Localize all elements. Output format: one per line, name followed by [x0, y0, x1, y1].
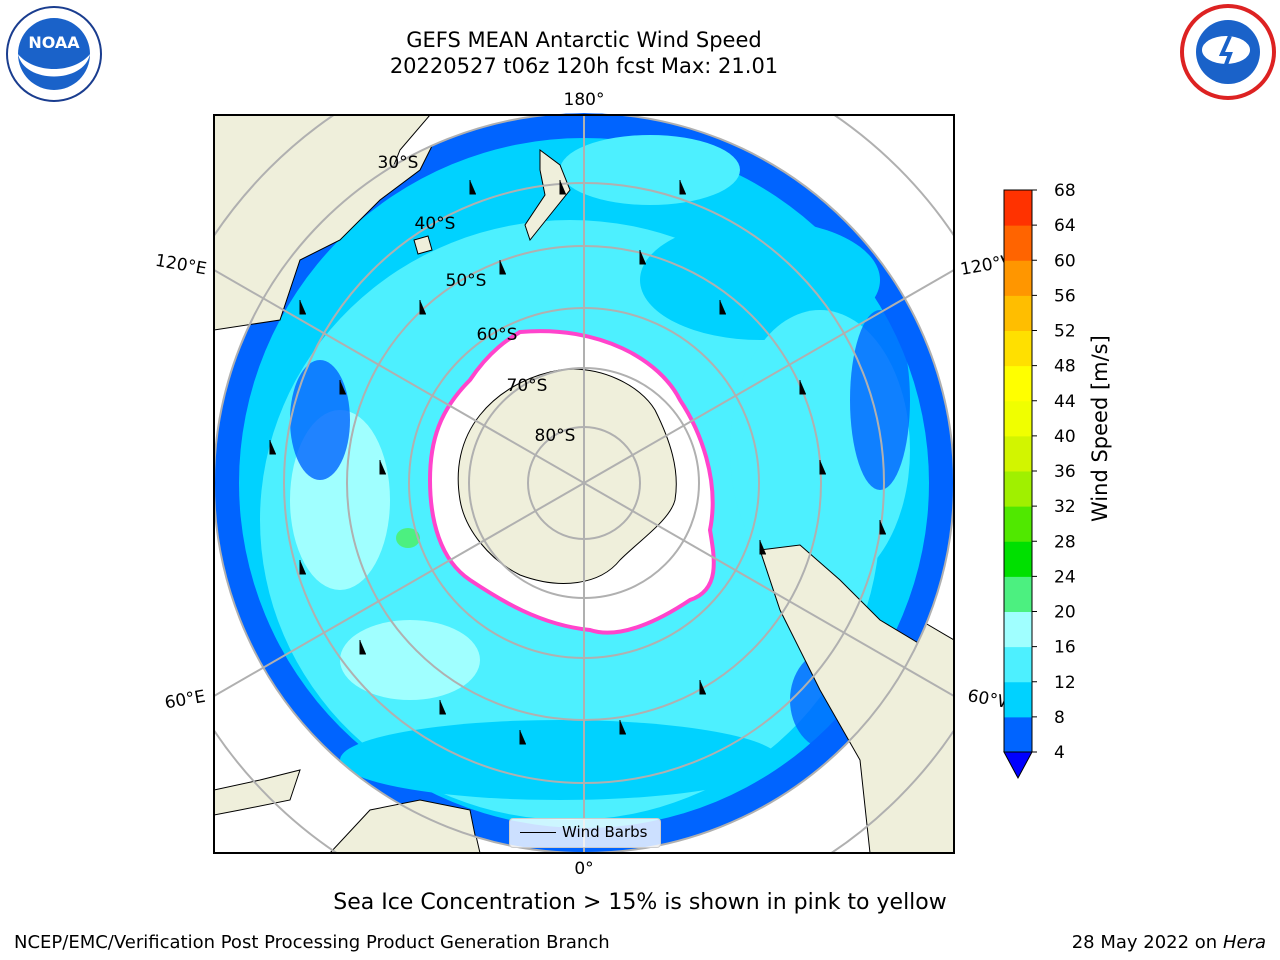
lon-label-120e: 120°E [154, 251, 208, 280]
nws-logo [1180, 4, 1276, 100]
lat-label-80s: 80°S [535, 426, 576, 446]
colorbar-tick-label: 48 [1054, 357, 1076, 377]
colorbar-segment [1004, 681, 1032, 718]
chart-title: GEFS MEAN Antarctic Wind Speed [406, 28, 762, 52]
lat-label-50s: 50°S [446, 271, 487, 291]
colorbar-tick-label: 16 [1054, 638, 1076, 658]
colorbar-segment [1004, 260, 1032, 296]
legend-line-icon [520, 832, 556, 833]
colorbar-extend-arrow [1003, 751, 1033, 780]
lat-label-30s: 30°S [378, 153, 419, 173]
lat-label-70s: 70°S [507, 376, 548, 396]
noaa-logo-text: NOAA [28, 33, 80, 52]
colorbar-tick-label: 68 [1054, 181, 1076, 201]
colorbar-segment [1004, 225, 1032, 261]
colorbar-tick-label: 64 [1054, 216, 1076, 236]
wind-barbs-legend: Wind Barbs [509, 818, 661, 848]
colorbar-segment [1004, 541, 1032, 577]
colorbar-tick-label: 28 [1054, 532, 1076, 552]
colorbar-tick-label: 40 [1054, 427, 1076, 447]
legend-label: Wind Barbs [562, 823, 648, 841]
antarctica-sea-ice [427, 329, 716, 635]
wind-barbs [269, 180, 886, 745]
lon-label-180: 180° [564, 90, 605, 110]
colorbar-segment [1004, 646, 1032, 683]
colorbar-tick-label: 60 [1054, 251, 1076, 271]
lat-label-60s: 60°S [477, 325, 518, 345]
colorbar-segment [1004, 400, 1032, 437]
colorbar-segment [1004, 471, 1032, 507]
colorbar-tick-label: 32 [1054, 497, 1076, 517]
colorbar-title: Wind Speed [m/s] [1088, 335, 1112, 522]
colorbar-segment [1004, 611, 1032, 648]
max-wind-cell [396, 528, 420, 548]
colorbar-tick-label: 8 [1054, 708, 1065, 728]
lon-label-60e: 60°E [163, 687, 207, 714]
colorbar-tick-label: 12 [1054, 673, 1076, 693]
colorbar-segment [1004, 435, 1032, 472]
colorbar-tick-label: 4 [1054, 743, 1065, 763]
footer-date: 28 May 2022 on Hera [1072, 932, 1266, 953]
colorbar-tick-label: 36 [1054, 462, 1076, 482]
footer-machine: Hera [1222, 932, 1266, 953]
footer-credit: NCEP/EMC/Verification Post Processing Pr… [14, 932, 610, 953]
sea-ice-caption: Sea Ice Concentration > 15% is shown in … [333, 890, 947, 915]
lat-label-40s: 40°S [415, 214, 456, 234]
colorbar-tick-label: 44 [1054, 392, 1076, 412]
colorbar-segment [1004, 295, 1032, 331]
lon-label-0: 0° [574, 859, 593, 879]
colorbar-tick-label: 56 [1054, 286, 1076, 306]
colorbar-segment [1004, 365, 1032, 402]
map-frame [213, 114, 955, 854]
colorbar-tick-label: 24 [1054, 567, 1076, 587]
footer-date-text: 28 May 2022 on [1071, 932, 1218, 953]
colorbar-segment [1004, 190, 1032, 226]
colorbar-segment [1004, 576, 1032, 612]
noaa-logo: NOAA [6, 6, 102, 102]
colorbar-tick-label: 52 [1054, 322, 1076, 342]
colorbar-segment [1004, 330, 1032, 367]
colorbar-segment [1004, 506, 1032, 542]
chart-subtitle: 20220527 t06z 120h fcst Max: 21.01 [389, 54, 779, 78]
graticule [214, 115, 954, 853]
colorbar-segment [1004, 716, 1032, 753]
colorbar-tick-label: 20 [1054, 603, 1076, 623]
